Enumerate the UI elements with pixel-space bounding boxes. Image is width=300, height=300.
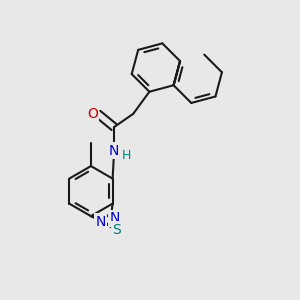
Text: S: S bbox=[112, 223, 121, 237]
Text: N: N bbox=[109, 144, 119, 158]
Text: O: O bbox=[87, 107, 98, 121]
Text: N: N bbox=[96, 215, 106, 229]
Text: N: N bbox=[109, 211, 119, 225]
Text: H: H bbox=[122, 148, 131, 161]
